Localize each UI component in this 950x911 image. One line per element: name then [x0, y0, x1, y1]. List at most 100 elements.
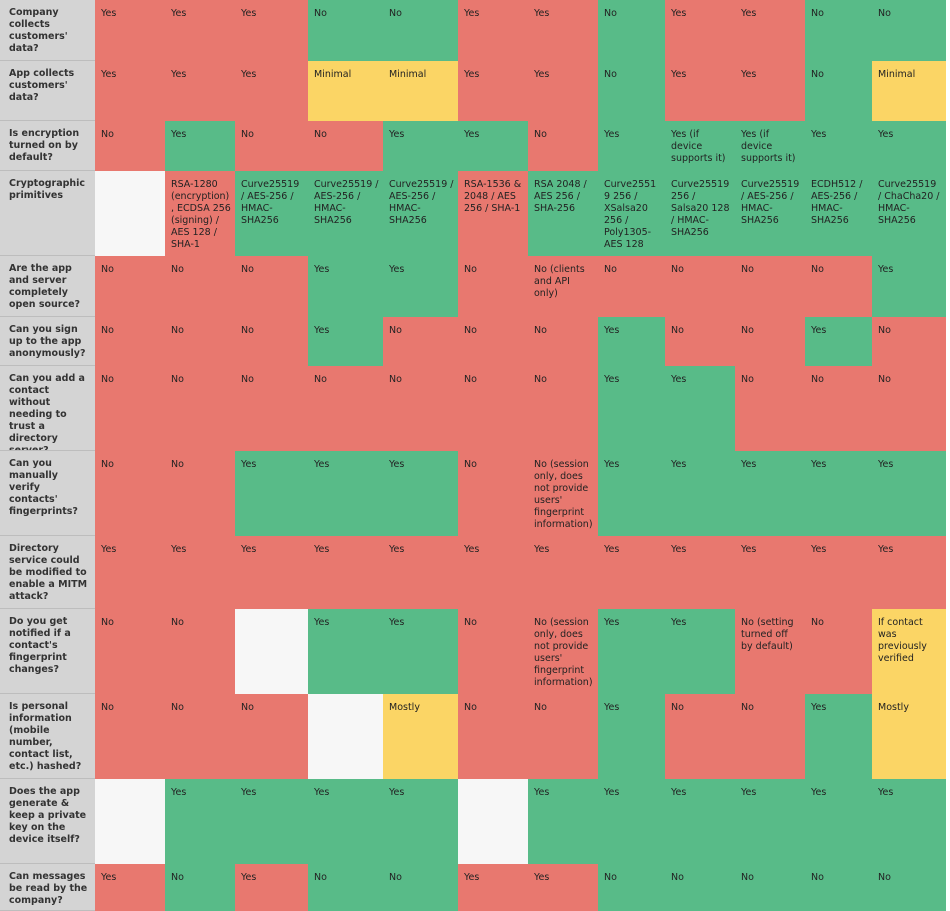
- table-cell: ECDH512 / AES-256 / HMAC-SHA256: [805, 171, 872, 256]
- table-cell: Yes: [165, 0, 235, 61]
- table-cell: Yes: [872, 779, 946, 864]
- table-cell: Yes: [665, 609, 735, 694]
- table-cell: No: [598, 0, 665, 61]
- row-header: Is personal information (mobile number, …: [0, 694, 95, 779]
- table-cell: No: [165, 864, 235, 911]
- table-cell: Yes: [528, 536, 598, 609]
- table-cell: RSA 2048 / AES 256 / SHA-256: [528, 171, 598, 256]
- table-cell: Yes: [735, 779, 805, 864]
- table-cell: Yes: [308, 779, 383, 864]
- table-cell: No: [805, 0, 872, 61]
- row-header: Is encryption turned on by default?: [0, 121, 95, 171]
- table-cell: No: [665, 256, 735, 317]
- table-cell: Yes: [458, 61, 528, 121]
- table-cell: Yes: [598, 694, 665, 779]
- table-cell: Minimal: [872, 61, 946, 121]
- table-cell: Yes: [458, 0, 528, 61]
- table-cell: No: [805, 609, 872, 694]
- table-cell: Yes: [308, 317, 383, 366]
- table-cell: No (session only, does not provide users…: [528, 609, 598, 694]
- table-cell: No: [95, 366, 165, 451]
- table-cell: No: [165, 366, 235, 451]
- table-cell: No: [872, 0, 946, 61]
- table-cell: Yes: [383, 609, 458, 694]
- table-cell: If contact was previously verified: [872, 609, 946, 694]
- table-cell: [95, 171, 165, 256]
- table-cell: No: [95, 121, 165, 171]
- table-cell: Yes: [383, 536, 458, 609]
- table-cell: No: [95, 317, 165, 366]
- table-cell: Yes: [308, 536, 383, 609]
- table-cell: No: [598, 864, 665, 911]
- table-cell: No: [805, 61, 872, 121]
- table-cell: [308, 694, 383, 779]
- table-cell: No: [383, 864, 458, 911]
- table-cell: No: [308, 366, 383, 451]
- table-cell: Yes: [805, 779, 872, 864]
- table-cell: Yes: [165, 121, 235, 171]
- table-cell: Yes: [235, 779, 308, 864]
- table-cell: No: [95, 609, 165, 694]
- table-cell: Yes: [872, 256, 946, 317]
- table-cell: RSA-1280 (encryption), ECDSA 256 (signin…: [165, 171, 235, 256]
- row-header: Can you manually verify contacts' finger…: [0, 451, 95, 536]
- table-cell: Yes: [805, 317, 872, 366]
- table-cell: Yes: [235, 536, 308, 609]
- table-cell: No: [735, 864, 805, 911]
- table-cell: Yes: [598, 609, 665, 694]
- table-cell: Yes: [735, 0, 805, 61]
- table-cell: No: [528, 366, 598, 451]
- table-cell: Yes: [598, 536, 665, 609]
- table-cell: No: [458, 256, 528, 317]
- table-cell: Minimal: [383, 61, 458, 121]
- table-cell: No: [165, 694, 235, 779]
- table-cell: Yes: [598, 366, 665, 451]
- table-cell: Yes: [528, 779, 598, 864]
- table-cell: Yes (if device supports it): [735, 121, 805, 171]
- table-cell: Yes: [735, 61, 805, 121]
- table-cell: No: [235, 121, 308, 171]
- table-cell: No: [383, 0, 458, 61]
- table-cell: Yes: [235, 864, 308, 911]
- table-cell: Yes: [665, 0, 735, 61]
- table-cell: No: [95, 694, 165, 779]
- table-cell: No (setting turned off by default): [735, 609, 805, 694]
- table-cell: Yes: [458, 536, 528, 609]
- table-cell: No: [528, 694, 598, 779]
- table-cell: Minimal: [308, 61, 383, 121]
- table-cell: No: [165, 451, 235, 536]
- table-cell: No: [235, 366, 308, 451]
- table-cell: Yes: [308, 609, 383, 694]
- table-cell: No: [458, 366, 528, 451]
- table-cell: No: [872, 864, 946, 911]
- table-cell: No: [308, 121, 383, 171]
- table-cell: No: [383, 366, 458, 451]
- table-cell: No: [458, 317, 528, 366]
- table-cell: Yes: [598, 779, 665, 864]
- table-cell: Mostly: [872, 694, 946, 779]
- row-header: Directory service could be modified to e…: [0, 536, 95, 609]
- table-cell: Curve25519 / AES-256 / HMAC-SHA256: [235, 171, 308, 256]
- table-cell: Yes: [872, 536, 946, 609]
- table-cell: Yes: [872, 121, 946, 171]
- row-header: Can you add a contact without needing to…: [0, 366, 95, 451]
- table-cell: No: [735, 694, 805, 779]
- table-cell: Yes: [383, 256, 458, 317]
- table-cell: No: [735, 317, 805, 366]
- table-cell: No: [95, 451, 165, 536]
- table-cell: No: [598, 61, 665, 121]
- table-cell: No (session only, does not provide users…: [528, 451, 598, 536]
- table-cell: Yes: [598, 121, 665, 171]
- table-cell: No: [458, 451, 528, 536]
- table-cell: Curve25519 / AES-256 / HMAC-SHA256: [308, 171, 383, 256]
- table-cell: [95, 779, 165, 864]
- table-cell: Yes: [165, 536, 235, 609]
- table-cell: Curve25519 256 / XSalsa20 256 / Poly1305…: [598, 171, 665, 256]
- table-cell: No: [665, 694, 735, 779]
- table-cell: Yes: [95, 536, 165, 609]
- table-cell: Yes: [665, 366, 735, 451]
- table-cell: Curve25519 / ChaCha20 / HMAC-SHA256: [872, 171, 946, 256]
- table-cell: No: [235, 317, 308, 366]
- table-cell: Curve25519 256 / Salsa20 128 / HMAC-SHA2…: [665, 171, 735, 256]
